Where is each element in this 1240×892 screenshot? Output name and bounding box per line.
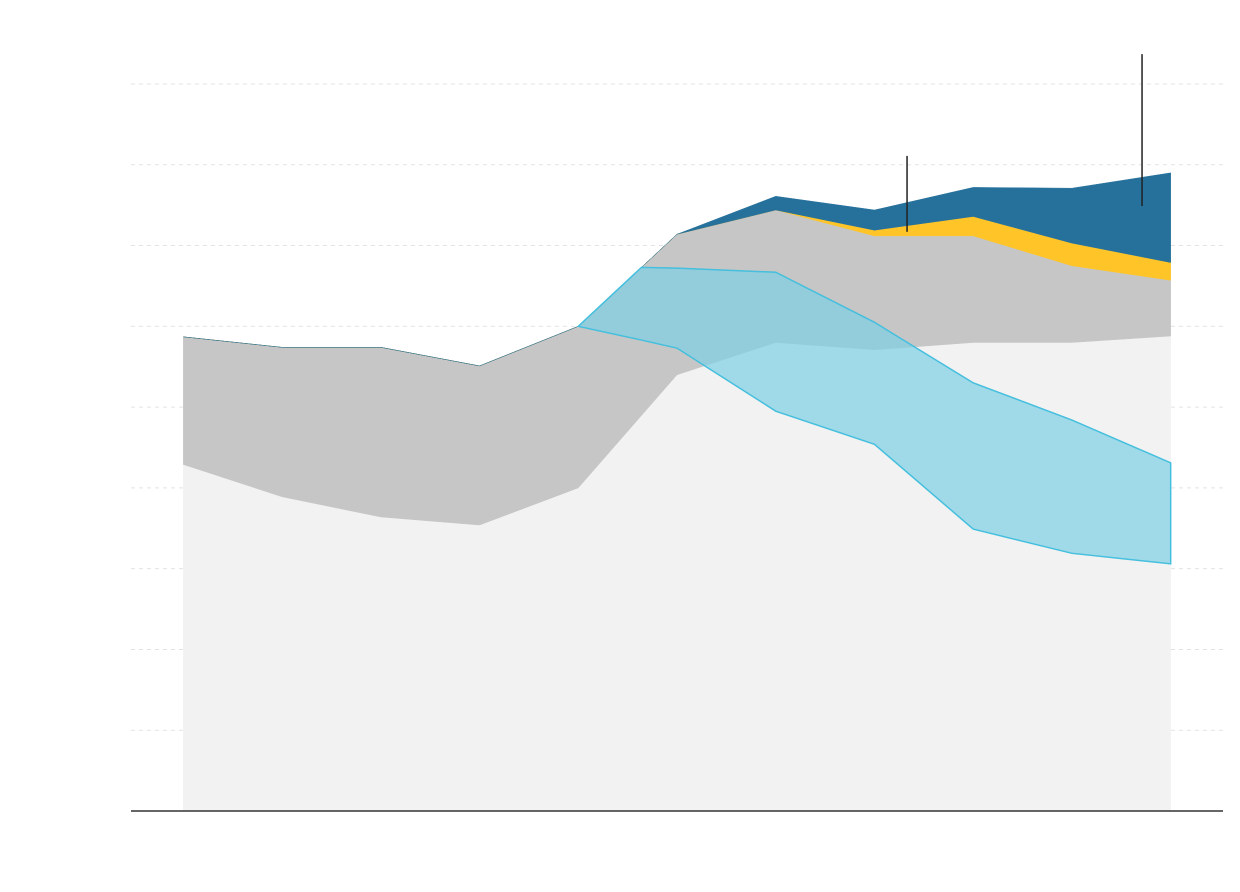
area bbox=[183, 172, 1171, 367]
range-band bbox=[576, 266, 1172, 565]
